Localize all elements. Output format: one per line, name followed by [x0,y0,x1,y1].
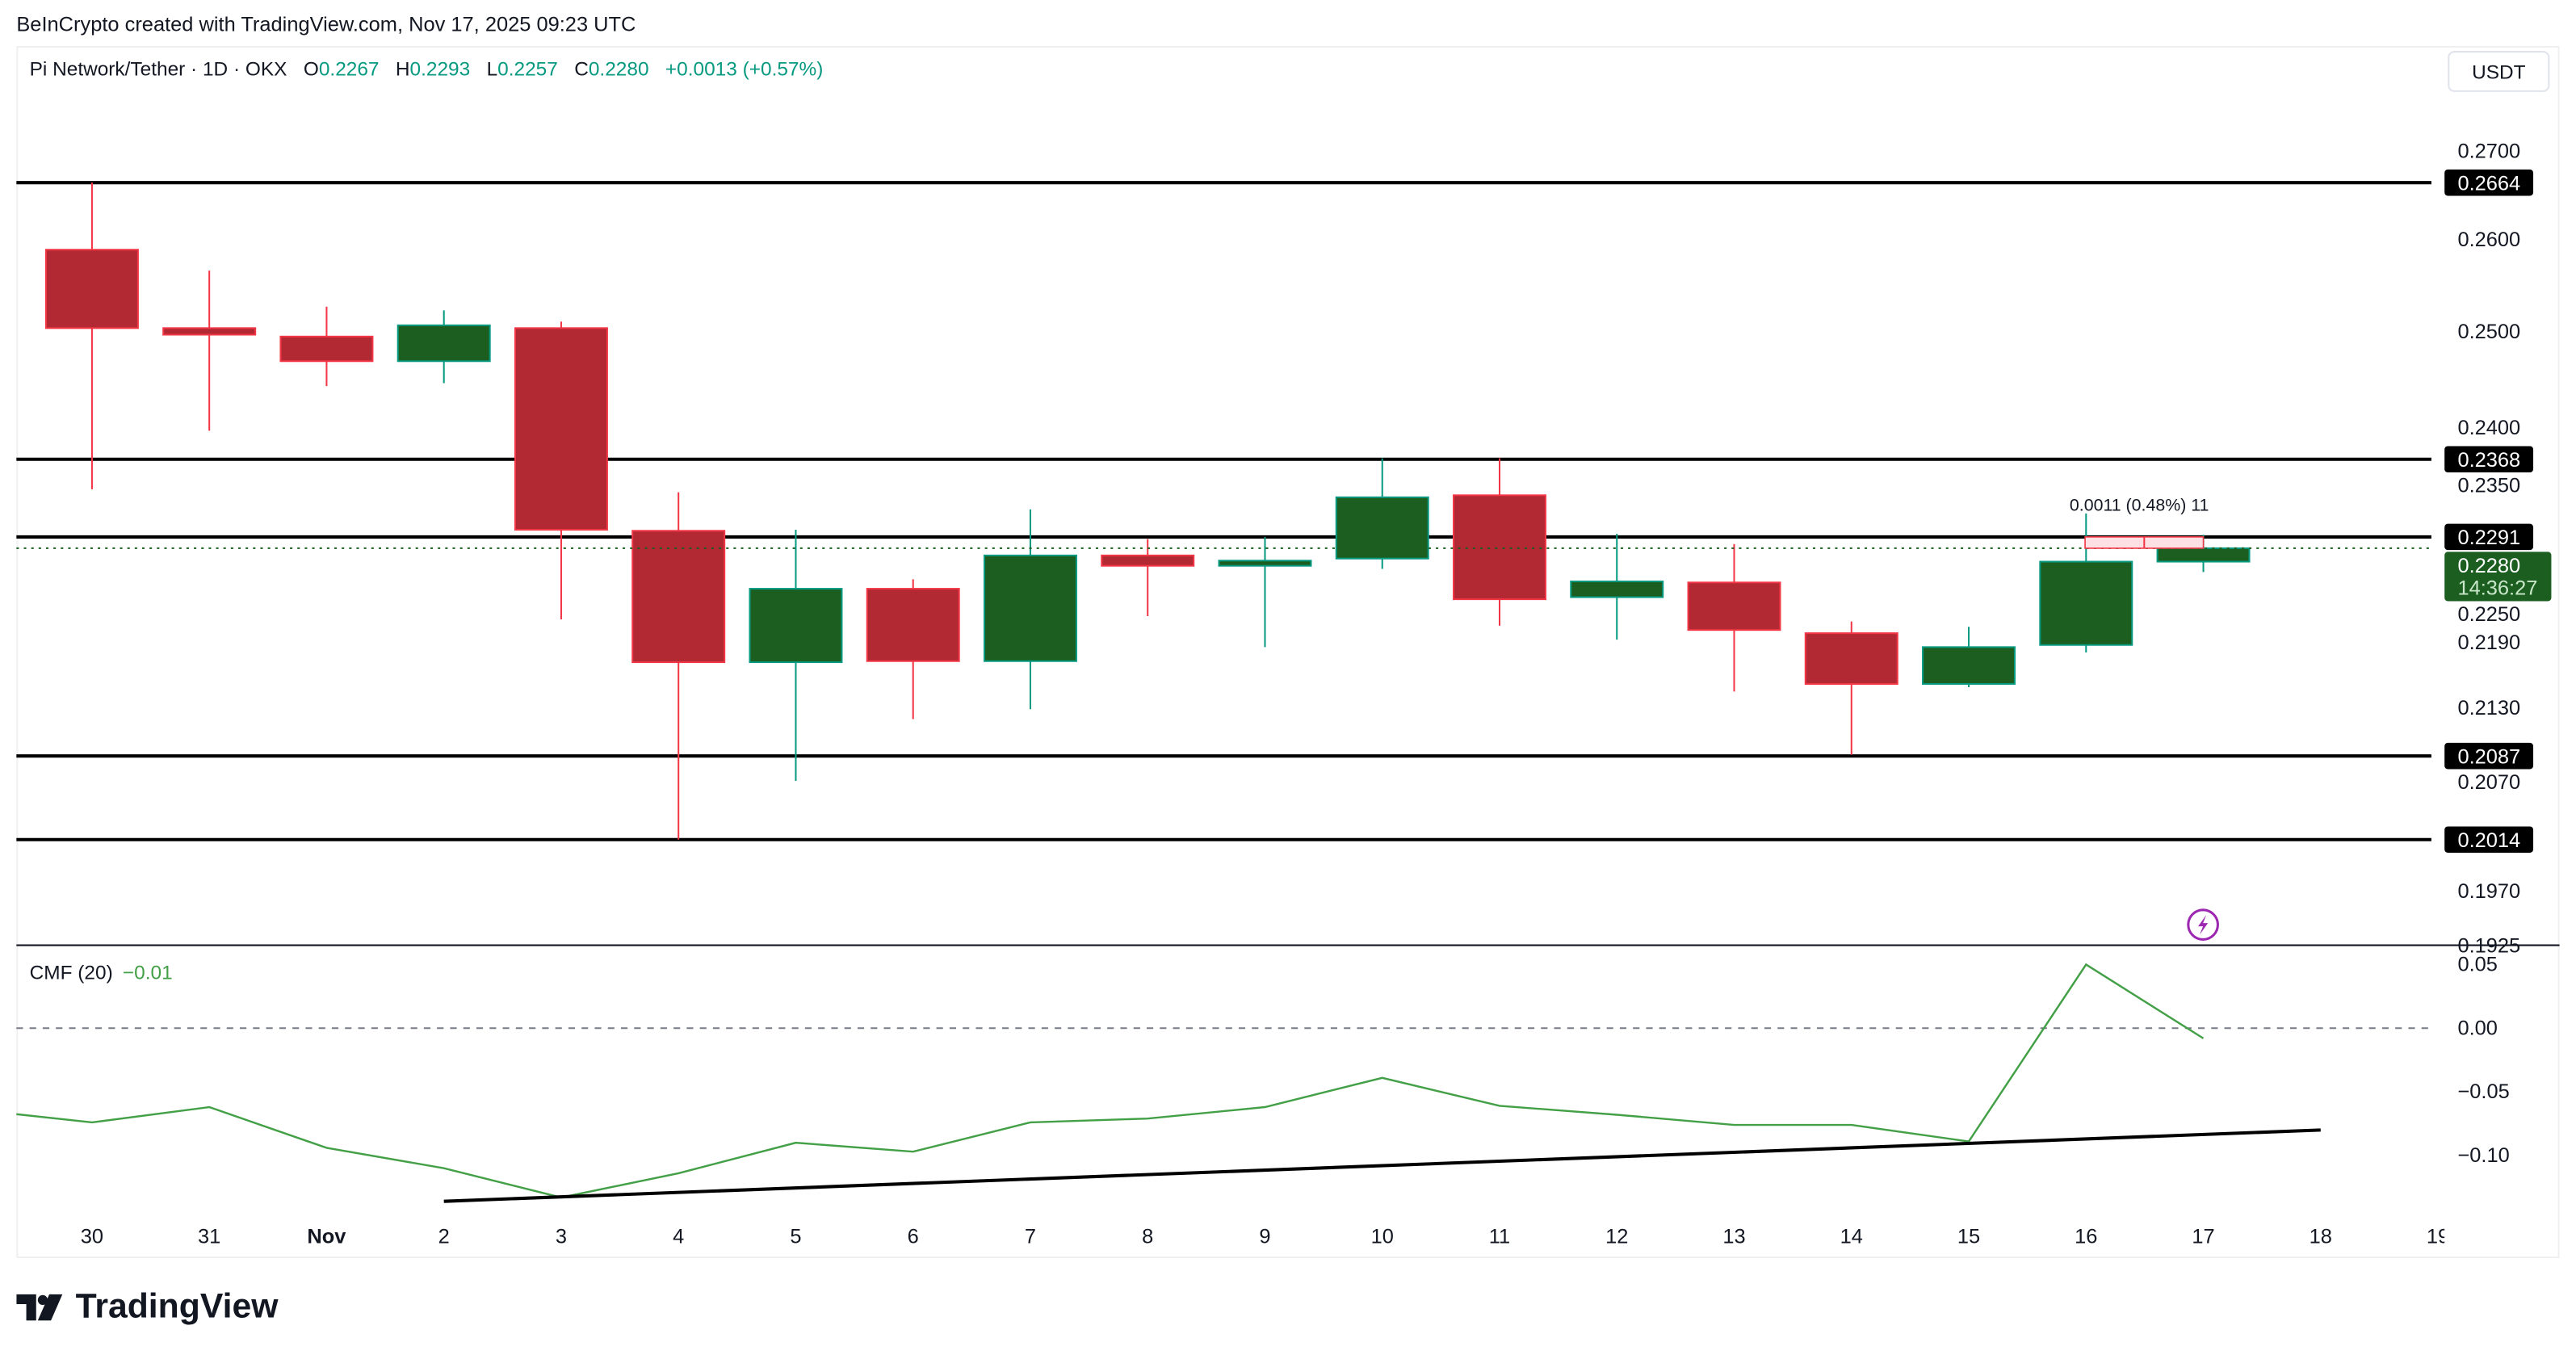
candle-up [2156,547,2251,563]
level-price-label: 0.2014 [2457,829,2520,852]
date-tick-label: 19 [2427,1226,2449,1248]
candle-up [1570,581,1664,598]
symbol-legend: Pi Network/Tether · 1D · OKX O0.2267 H0.… [30,57,824,80]
high-label: H [395,57,410,81]
candle-down [1101,554,1195,567]
candle-down [1687,581,1781,631]
date-tick-label: 30 [81,1226,103,1248]
date-tick-label: 5 [790,1226,801,1248]
date-tick-label: 14 [1840,1226,1863,1248]
price-tick-label: 0.1925 [2457,934,2520,957]
date-tick-label: 2 [438,1226,450,1248]
measure-label: 0.0011 (0.48%) 11 [2070,495,2209,514]
chart-frame [16,45,2560,1259]
price-tick-label: 0.2400 [2457,417,2520,439]
price-tick-label: 0.2250 [2457,603,2520,626]
price-tick-label: 0.2190 [2457,631,2520,654]
tradingview-logo-icon [16,1294,63,1321]
cmf-tick-label: 0.05 [2457,954,2497,976]
cmf-line [16,963,2205,1199]
date-tick-label: 6 [908,1226,919,1248]
candle-down [1453,494,1546,601]
candle-up [396,324,491,363]
level-price-label: 0.2368 [2457,449,2520,472]
tradingview-logo[interactable]: TradingView [16,1288,278,1328]
change-value: +0.0013 (+0.57%) [665,57,824,81]
level-price-badge [2444,742,2534,770]
cmf-trendline [443,1128,2321,1203]
price-tick-label: 0.2070 [2457,771,2520,794]
candle-down [631,530,726,664]
date-tick-label: 11 [1489,1226,1510,1248]
date-tick-label: 10 [1371,1226,1394,1248]
cmf-tick-label: −0.05 [2457,1080,2509,1103]
date-tick-label: 4 [673,1226,684,1248]
date-tick-label: 13 [1722,1226,1745,1248]
level-price-badge [2444,446,2534,473]
candle-down [279,335,374,363]
date-tick-label: 12 [1605,1226,1628,1248]
cmf-value: −0.01 [122,960,173,984]
currency-button[interactable]: USDT [2448,51,2550,92]
level-price-label: 0.2087 [2457,745,2520,768]
open-value: 0.2267 [318,57,380,81]
cmf-label[interactable]: CMF (20) [29,960,113,984]
candle-up [1218,560,1312,567]
date-tick-label: 8 [1142,1226,1153,1248]
price-tick-label: 0.2350 [2457,474,2520,497]
level-price-label: 0.2664 [2457,172,2520,195]
candle-up [1335,496,1429,560]
low-label: L [486,57,498,81]
date-tick-label: 18 [2310,1226,2332,1248]
cmf-legend: CMF (20) −0.01 [30,961,173,984]
candle-up [2039,560,2133,646]
price-tick-label: 0.1970 [2457,880,2520,903]
candle-down [866,588,960,662]
lightning-icon [2187,908,2219,941]
low-value: 0.2257 [497,57,558,81]
symbol-title[interactable]: Pi Network/Tether · 1D · OKX [29,57,287,81]
candle-down [44,249,139,329]
cmf-tick-label: −0.10 [2457,1144,2509,1167]
last-price-badge [2444,552,2552,602]
date-tick-label: 9 [1259,1226,1270,1248]
level-price-badge [2444,169,2534,196]
price-tick-label: 0.2600 [2457,229,2520,251]
price-tick-label: 0.2500 [2457,321,2520,343]
candle-down [1804,632,1898,685]
price-tick-label: 0.2700 [2457,140,2520,162]
candle-down [514,327,608,531]
last-price-label: 0.2280 [2457,555,2520,577]
candle-up [983,554,1077,662]
date-tick-label: 15 [1957,1226,1980,1248]
open-label: O [303,57,319,81]
date-tick-label: 7 [1025,1226,1036,1248]
close-value: 0.2280 [588,57,649,81]
date-tick-label: 17 [2192,1226,2214,1248]
level-price-badge [2444,523,2534,551]
brand-name: TradingView [75,1287,279,1326]
date-tick-label: 16 [2075,1226,2097,1248]
candle-down [162,327,257,336]
countdown-label: 14:36:27 [2457,577,2537,599]
level-price-label: 0.2291 [2457,526,2520,549]
level-price-badge [2444,826,2534,854]
credit-text: BeInCrypto created with TradingView.com,… [16,13,636,36]
date-tick-label: 31 [198,1226,220,1248]
date-tick-label: Nov [307,1226,346,1248]
price-tick-label: 0.2130 [2457,697,2520,719]
high-value: 0.2293 [409,57,471,81]
candle-up [1922,646,2016,685]
close-label: C [574,57,589,81]
candle-up [749,588,843,664]
date-tick-label: 3 [556,1226,567,1248]
cmf-tick-label: 0.00 [2457,1017,2497,1039]
